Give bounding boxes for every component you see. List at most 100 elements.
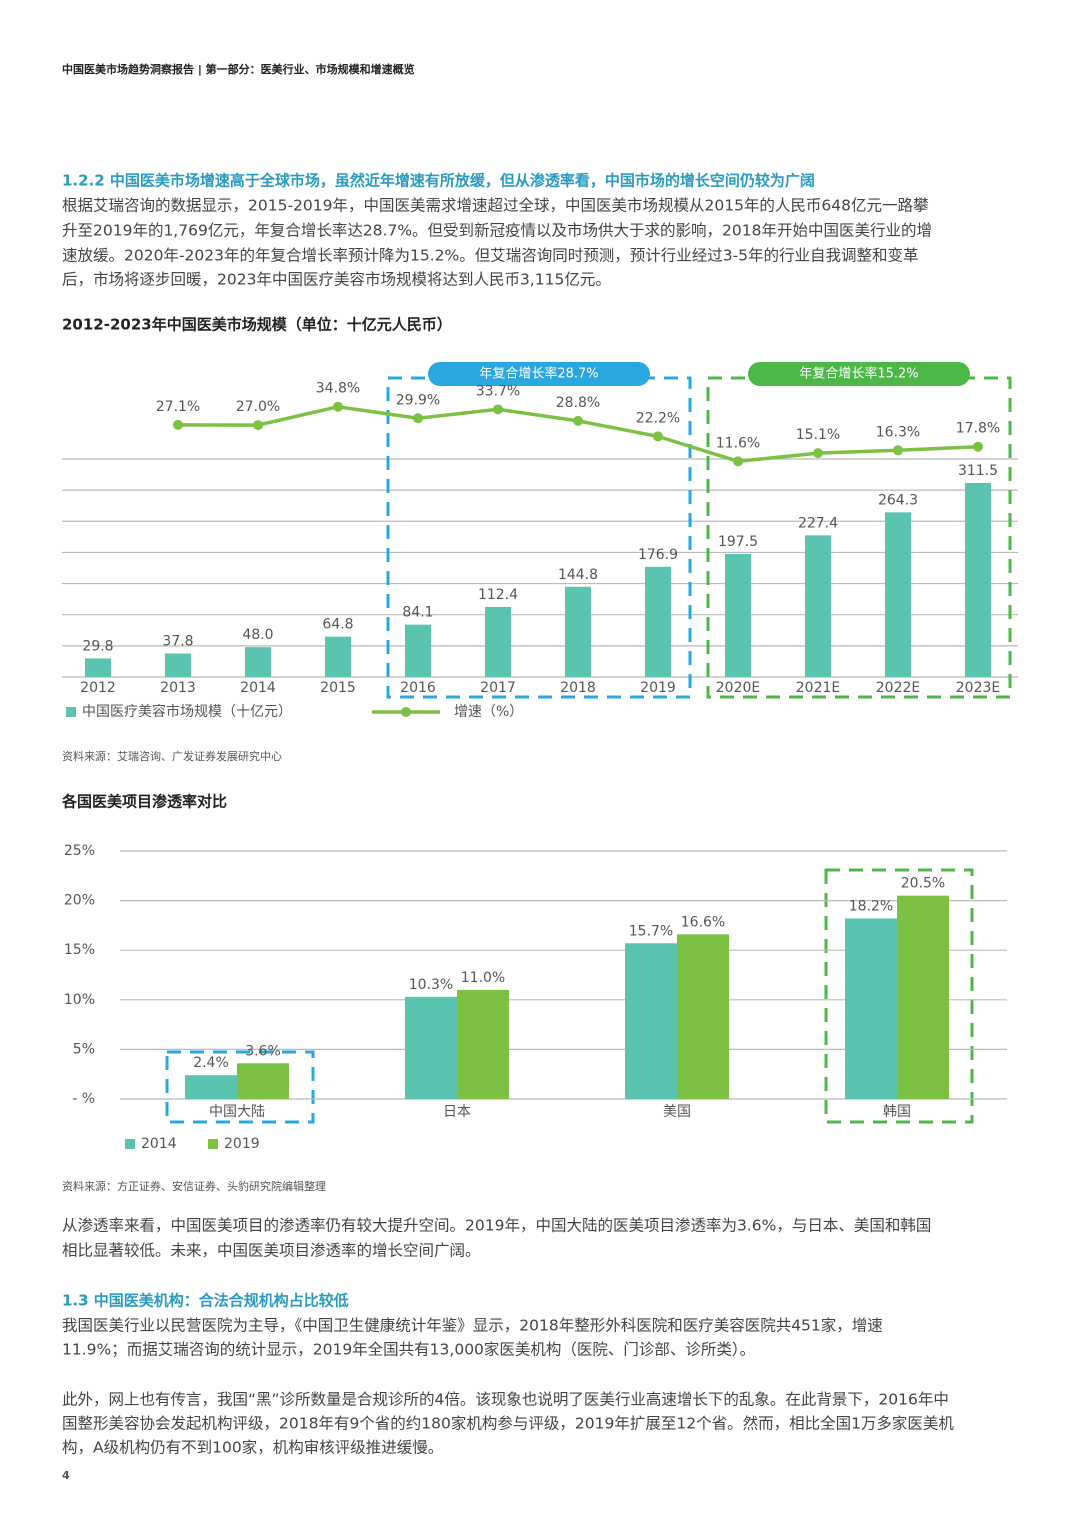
paragraph-line: 后，市场将逐步回暖，2023年中国医疗美容市场规模将达到人民币3,115亿元。 (62, 271, 611, 289)
x-tick-label: 美国 (663, 1104, 691, 1120)
line-point (653, 431, 663, 442)
chart-title: 2012-2023年中国医美市场规模（单位：十亿元人民币） (62, 316, 452, 334)
bar-value-label: 18.2% (849, 898, 893, 914)
bar (965, 482, 991, 677)
y-tick-label: 20% (64, 893, 95, 909)
bar (485, 606, 511, 677)
legend-swatch (208, 1139, 218, 1149)
section-title: 1.3 中国医美机构：合法合规机构占比较低 (62, 1292, 349, 1310)
bar-value-label: 64.8 (322, 617, 353, 633)
bar (185, 1075, 237, 1099)
running-header: 中国医美市场趋势洞察报告 | 第一部分：医美行业、市场规模和增速概览 (62, 62, 415, 76)
page-number: 4 (62, 1469, 70, 1482)
annotation-pill (428, 362, 650, 386)
annotation-pill (748, 362, 970, 386)
bar-value-label: 11.0% (461, 970, 505, 986)
bar-value-label: 20.5% (901, 876, 945, 892)
x-tick-label: 韩国 (883, 1104, 911, 1120)
legend-label: 增速（%） (454, 704, 523, 720)
bar (845, 918, 897, 1099)
legend-label: 2014 (141, 1136, 177, 1152)
bar-value-label: 311.5 (958, 463, 998, 479)
paragraph-line: 此外，网上也有传言，我国“黑”诊所数量是合规诊所的4倍。该现象也说明了医美行业高… (62, 1391, 949, 1409)
paragraph-line: 我国医美行业以民营医院为主导，《中国卫生健康统计年鉴》显示，2018年整形外科医… (62, 1316, 883, 1335)
bar (885, 512, 911, 677)
line-value-label: 22.2% (636, 410, 680, 426)
x-tick-label: 2023E (956, 680, 1000, 696)
chart-title: 各国医美项目渗透率对比 (61, 793, 227, 811)
legend-dot (401, 707, 411, 717)
bar-value-label: 227.4 (798, 515, 838, 531)
bar-value-label: 176.9 (638, 547, 678, 563)
bar (165, 653, 191, 677)
bar-value-label: 197.5 (718, 534, 758, 550)
bar (677, 934, 729, 1099)
bar (405, 624, 431, 677)
bar-value-label: 2.4% (193, 1055, 229, 1071)
x-tick-label: 2018 (560, 680, 596, 696)
bar-value-label: 112.4 (478, 587, 518, 603)
bar-value-label: 29.8 (82, 638, 113, 654)
annotation-label: 年复合增长率28.7% (479, 366, 598, 382)
bar-value-label: 48.0 (242, 627, 273, 643)
bar (805, 535, 831, 677)
line-point (573, 415, 583, 426)
line-point (173, 419, 183, 430)
annotation-label: 年复合增长率15.2% (799, 366, 918, 382)
x-tick-label: 2014 (240, 680, 276, 696)
bar (625, 943, 677, 1099)
line-value-label: 16.3% (876, 424, 920, 440)
paragraph-line: 相比显著较低。未来，中国医美项目渗透率的增长空间广阔。 (62, 1242, 481, 1260)
x-tick-label: 2017 (480, 680, 516, 696)
x-tick-label: 日本 (443, 1104, 471, 1120)
line-value-label: 33.7% (476, 383, 520, 399)
y-tick-label: - % (72, 1091, 95, 1107)
bar (897, 895, 949, 1099)
bar-value-label: 10.3% (409, 977, 453, 993)
y-tick-label: 15% (64, 942, 95, 958)
bar (457, 989, 509, 1099)
bar (565, 586, 591, 677)
line-value-label: 11.6% (716, 435, 760, 451)
bar-value-label: 84.1 (402, 605, 433, 621)
x-tick-label: 2022E (876, 680, 920, 696)
line-point (333, 401, 343, 412)
x-tick-label: 2021E (796, 680, 840, 696)
bar (725, 553, 751, 677)
bar-value-label: 15.7% (629, 923, 673, 939)
paragraph-line: 从渗透率来看，中国医美项目的渗透率仍有较大提升空间。2019年，中国大陆的医美项… (62, 1217, 931, 1235)
bar-value-label: 264.3 (878, 492, 918, 508)
source: 资料来源：方正证券、安信证券、头豹研究院编辑整理 (62, 1179, 326, 1193)
paragraph-line: 根据艾瑞咨询的数据显示，2015-2019年，中国医美需求增速超过全球，中国医美… (62, 197, 929, 215)
x-tick-label: 中国大陆 (209, 1104, 265, 1120)
line-value-label: 34.8% (316, 381, 360, 397)
highlight-box (165, 1050, 315, 1124)
legend-swatch (66, 707, 76, 717)
bar-value-label: 37.8 (162, 633, 193, 649)
line-point (733, 456, 743, 467)
x-tick-label: 2013 (160, 680, 196, 696)
paragraph-line: 国整形美容协会发起机构评级，2018年有9个省的约180家机构参与评级，2019… (62, 1415, 954, 1433)
highlight-box (824, 868, 974, 1124)
line-point (813, 448, 823, 459)
paragraph-line: 升至2019年的1,769亿元，年复合增长率达28.7%。但受到新冠疫情以及市场… (62, 222, 932, 240)
paragraph-line: 构，A级机构仍有不到100家，机构审核评级推进缓慢。 (62, 1439, 443, 1457)
bar-value-label: 3.6% (245, 1043, 281, 1059)
y-tick-label: 5% (73, 1041, 95, 1057)
line-value-label: 29.9% (396, 392, 440, 408)
line-value-label: 15.1% (796, 427, 840, 443)
line-value-label: 27.1% (156, 399, 200, 415)
bar (405, 996, 457, 1099)
line-point (253, 420, 263, 431)
line-value-label: 28.8% (556, 395, 600, 411)
bar (237, 1063, 289, 1099)
line-point (413, 413, 423, 424)
bar (85, 658, 111, 677)
x-tick-label: 2019 (640, 680, 676, 696)
line-point (893, 445, 903, 456)
y-tick-label: 25% (64, 843, 95, 859)
x-tick-label: 2015 (320, 680, 356, 696)
bar-value-label: 16.6% (681, 914, 725, 930)
legend-label: 中国医疗美容市场规模（十亿元） (82, 703, 292, 720)
